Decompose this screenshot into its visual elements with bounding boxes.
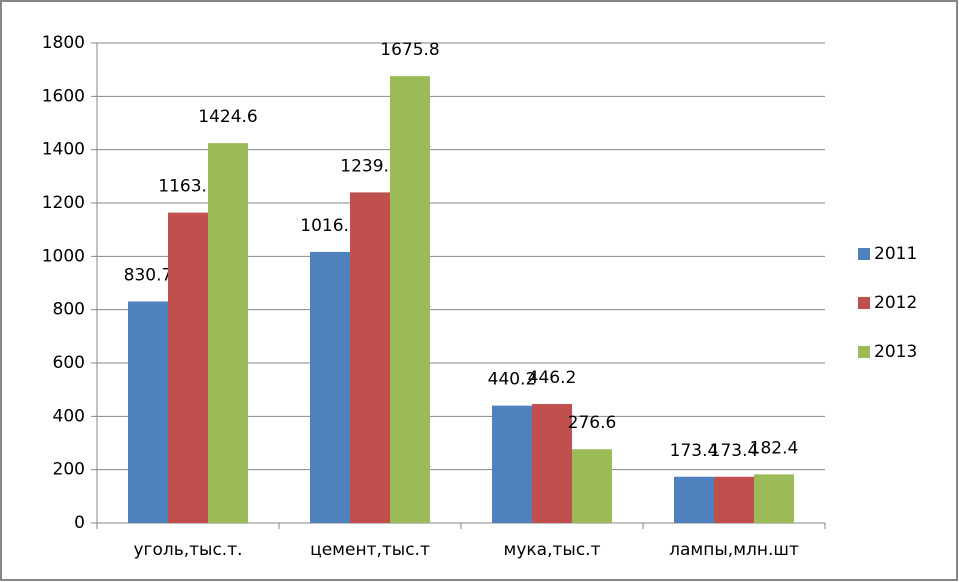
legend-label: 2012 <box>874 293 917 313</box>
x-tick-label: мука,тыс.т <box>504 540 601 560</box>
y-tick-label: 1600 <box>42 86 85 106</box>
x-tick-label: лампы,млн.шт <box>669 540 799 560</box>
y-tick-label: 600 <box>53 353 85 373</box>
legend-swatch <box>858 346 870 358</box>
y-tick-label: 1400 <box>42 140 85 160</box>
legend-swatch <box>858 248 870 260</box>
bar <box>390 76 430 524</box>
y-tick-label: 0 <box>74 513 85 533</box>
data-label: 182.4 <box>750 438 799 458</box>
bar <box>674 476 714 523</box>
legend-label: 2011 <box>874 244 917 264</box>
legend-label: 2013 <box>874 342 917 362</box>
bar <box>492 405 532 523</box>
data-label: 1163.9 <box>158 177 217 197</box>
bar <box>128 301 168 523</box>
data-label: 830.7 <box>124 265 173 285</box>
y-tick-label: 200 <box>53 460 85 480</box>
data-label: 173.4 <box>710 441 759 461</box>
x-tick-label: цемент,тыс.т <box>310 540 430 560</box>
legend-swatch <box>858 297 870 309</box>
bar <box>310 251 350 523</box>
data-label: 276.6 <box>568 413 617 433</box>
y-tick-label: 800 <box>53 300 85 320</box>
bar <box>168 212 208 524</box>
bar <box>532 404 572 523</box>
data-label: 173.4 <box>670 441 719 461</box>
y-tick-label: 1800 <box>42 33 85 53</box>
x-tick-label: уголь,тыс.т. <box>133 540 242 560</box>
y-tick-label: 1200 <box>42 193 85 213</box>
y-tick-label: 400 <box>53 406 85 426</box>
data-label: 1675.8 <box>380 40 439 60</box>
data-label: 1016.6 <box>300 216 359 236</box>
bar <box>350 192 390 524</box>
data-label: 1239.8 <box>340 156 399 176</box>
y-tick-label: 1000 <box>42 246 85 266</box>
data-label: 1424.6 <box>198 107 257 127</box>
bar <box>572 449 612 523</box>
data-label: 440.2 <box>488 370 537 390</box>
bar <box>208 143 248 523</box>
bar <box>754 474 794 523</box>
data-label: 446.2 <box>528 368 577 388</box>
bar <box>714 476 754 523</box>
